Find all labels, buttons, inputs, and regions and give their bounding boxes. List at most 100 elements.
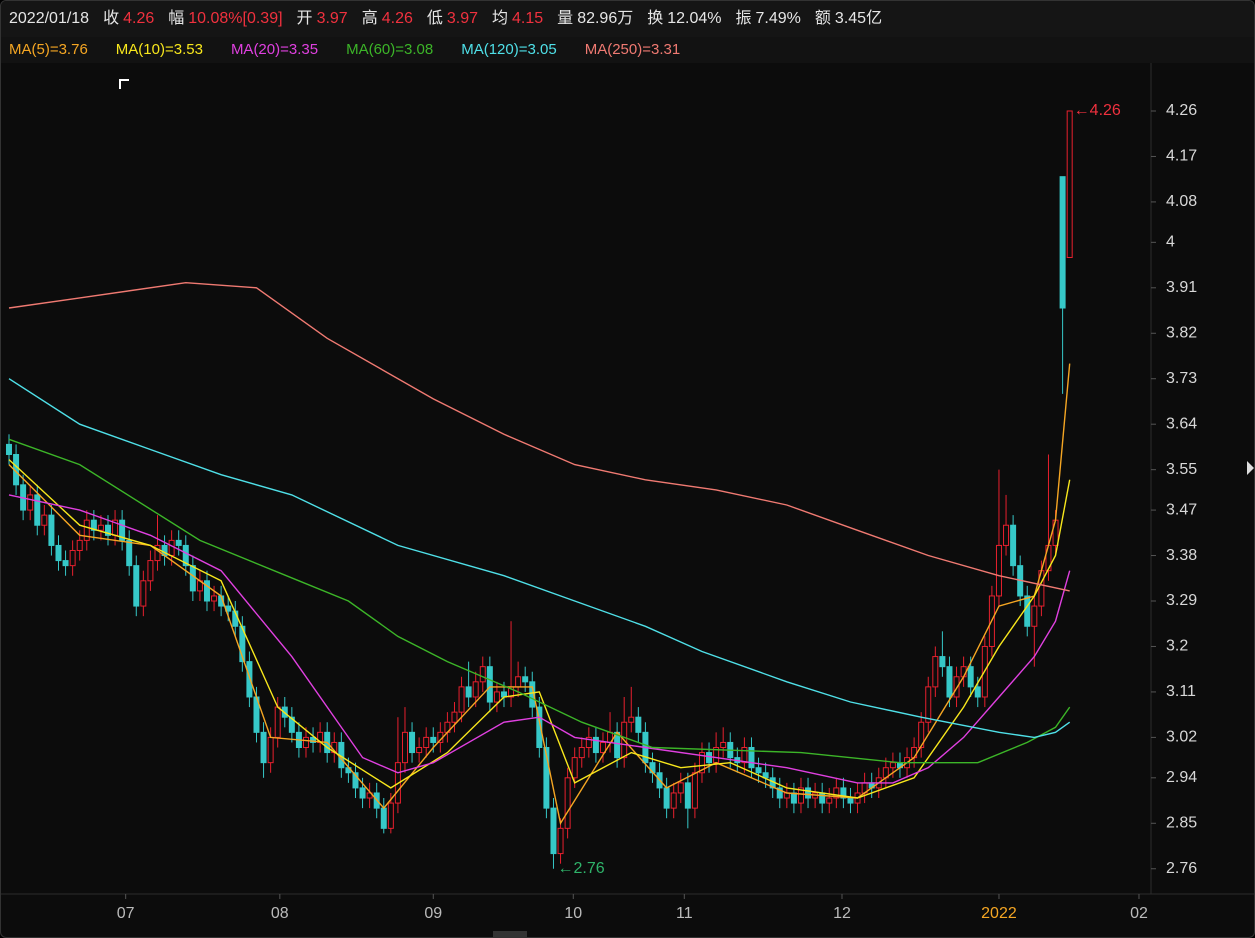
candle-body xyxy=(1059,176,1066,309)
candle-body xyxy=(380,807,387,829)
candle-body xyxy=(168,539,175,557)
candle-body xyxy=(720,741,727,749)
candle-body xyxy=(126,539,133,567)
candle-body xyxy=(925,686,932,723)
candle-body xyxy=(409,731,416,754)
candle-body xyxy=(359,787,366,799)
candle-body xyxy=(833,787,840,799)
candle-body xyxy=(663,787,670,809)
candle-body xyxy=(635,716,642,733)
y-tick-label: 3.38 xyxy=(1166,547,1197,564)
candle-body xyxy=(310,736,317,743)
candle-body xyxy=(698,752,705,774)
candle-body xyxy=(776,787,783,799)
field-label: 额 xyxy=(814,10,831,27)
candle-body xyxy=(741,747,748,764)
field-value: 3.97 xyxy=(446,10,479,27)
candle-body xyxy=(458,686,465,713)
candle-body xyxy=(430,736,437,743)
candle-body xyxy=(90,519,97,531)
candle-body xyxy=(543,747,550,809)
candle-body xyxy=(911,747,918,759)
x-tick-label: 02 xyxy=(1130,905,1148,922)
candle-body xyxy=(27,494,34,511)
candle-body xyxy=(352,772,359,789)
ma-line xyxy=(8,281,1070,592)
ma-line xyxy=(8,438,1071,764)
candle-body xyxy=(140,580,147,607)
field-label: 幅 xyxy=(168,10,185,27)
candle-body xyxy=(69,549,76,567)
candle-body xyxy=(416,747,423,754)
legend-entry: MA(250)=3.31 xyxy=(584,41,681,58)
candle-body xyxy=(387,802,394,829)
candle-body xyxy=(918,721,925,749)
candle-body xyxy=(755,767,762,774)
candle-body xyxy=(564,777,571,829)
candle-body xyxy=(97,524,104,531)
x-tick-label: 10 xyxy=(564,905,582,922)
candle-body xyxy=(451,711,458,723)
candle-body xyxy=(175,539,182,546)
x-tick-label: 11 xyxy=(676,905,693,922)
scroll-handle[interactable] xyxy=(493,931,527,937)
candle-body xyxy=(1031,605,1038,627)
field-label: 量 xyxy=(557,10,574,27)
candle-body xyxy=(76,539,83,551)
candle-body xyxy=(748,747,755,769)
y-tick-label: 2.76 xyxy=(1166,860,1197,877)
candle-body xyxy=(706,752,713,764)
candle-body xyxy=(847,797,854,804)
candle-body xyxy=(826,797,833,804)
legend-entry: MA(120)=3.05 xyxy=(461,41,557,58)
x-tick-label: 2022 xyxy=(981,905,1017,922)
candle-body xyxy=(182,544,189,567)
expand-arrow[interactable] xyxy=(1247,461,1254,475)
candle-body xyxy=(104,524,111,536)
y-tick-label: 3.55 xyxy=(1166,461,1197,478)
ma-line xyxy=(8,494,1071,784)
candle-body xyxy=(628,716,635,723)
candle-body xyxy=(246,661,253,698)
candle-body xyxy=(585,736,592,749)
field-value: 4.26 xyxy=(123,10,155,27)
candle-body xyxy=(967,666,974,688)
field-label: 换 xyxy=(647,10,664,27)
quote-header: 2022/01/18 收 4.26 幅 10.08%[0.39] 开 3.97 高 4.26 低 3… xyxy=(1,1,1254,37)
candle-body xyxy=(479,666,486,683)
field-value: 82.96万 xyxy=(577,10,634,27)
field-label: 收 xyxy=(103,10,120,27)
field-label: 振 xyxy=(735,10,752,27)
candle-body xyxy=(34,494,41,526)
candle-body xyxy=(472,681,479,698)
y-tick-label: 3.11 xyxy=(1166,683,1196,700)
ma-legend: MA(5)=3.76 MA(10)=3.53 MA(20)=3.35 MA(60)=3… xyxy=(1,37,1254,63)
candle-body xyxy=(840,787,847,799)
y-tick-label: 3.2 xyxy=(1166,638,1188,655)
candle-body xyxy=(1066,110,1073,258)
y-tick-label: 3.29 xyxy=(1166,592,1197,609)
candle-body xyxy=(288,716,295,733)
candle-body xyxy=(939,656,946,668)
candle-body xyxy=(797,787,804,804)
candle-body xyxy=(423,736,430,749)
y-tick-label: 3.82 xyxy=(1166,324,1197,341)
field-value: 12.04% xyxy=(667,10,722,27)
candle-body xyxy=(1003,524,1010,546)
x-tick-label: 12 xyxy=(833,905,851,922)
legend-entry: MA(5)=3.76 xyxy=(9,41,88,58)
candle-body xyxy=(203,580,210,602)
candle-body xyxy=(529,681,536,708)
y-tick-label: 3.02 xyxy=(1166,729,1197,746)
ma-line xyxy=(8,459,1071,799)
field-label: 高 xyxy=(361,10,378,27)
candle-body xyxy=(260,731,267,764)
field-label: 低 xyxy=(426,10,443,27)
y-tick-label: 3.91 xyxy=(1166,279,1197,296)
candle-body xyxy=(1010,524,1017,567)
candle-body xyxy=(677,782,684,794)
y-tick-label: 2.85 xyxy=(1166,814,1197,831)
candle-body xyxy=(805,787,812,799)
